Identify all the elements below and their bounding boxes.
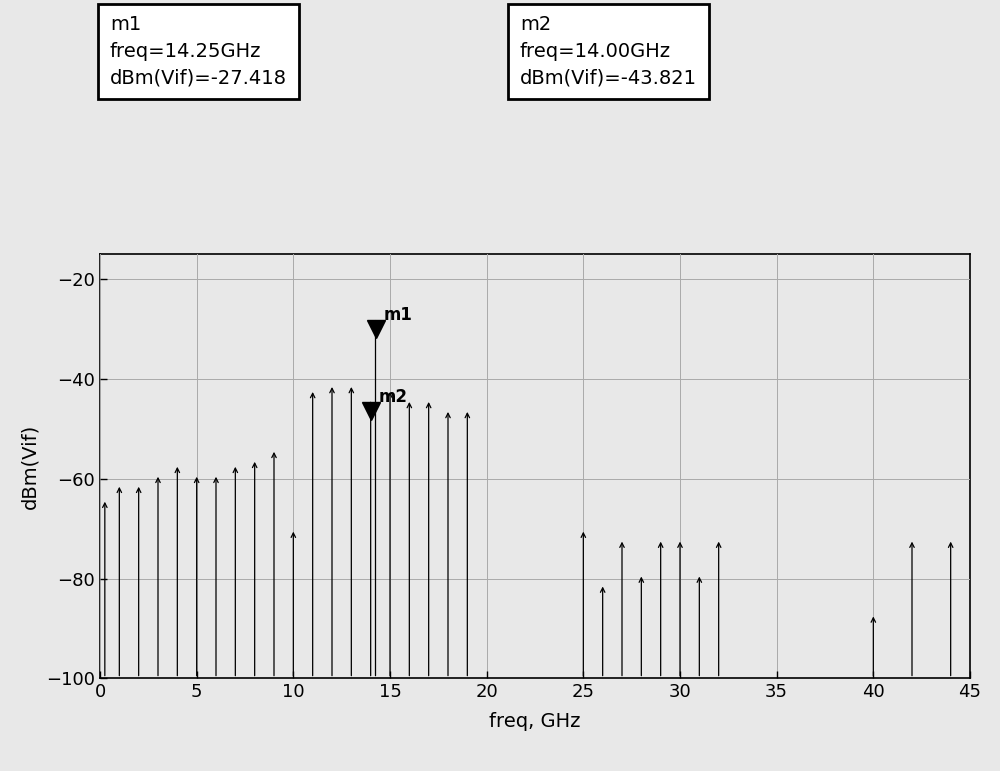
Text: m1
freq=14.25GHz
dBm(Vif)=-27.418: m1 freq=14.25GHz dBm(Vif)=-27.418	[110, 15, 287, 87]
Text: m2: m2	[378, 388, 407, 406]
X-axis label: freq, GHz: freq, GHz	[489, 712, 581, 732]
Text: m2
freq=14.00GHz
dBm(Vif)=-43.821: m2 freq=14.00GHz dBm(Vif)=-43.821	[520, 15, 697, 87]
Y-axis label: dBm(Vif): dBm(Vif)	[20, 424, 39, 509]
Text: m1: m1	[383, 306, 412, 324]
